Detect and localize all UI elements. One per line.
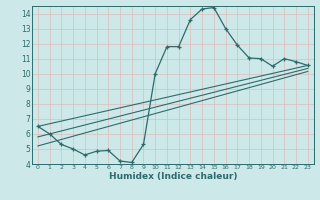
X-axis label: Humidex (Indice chaleur): Humidex (Indice chaleur) <box>108 172 237 181</box>
